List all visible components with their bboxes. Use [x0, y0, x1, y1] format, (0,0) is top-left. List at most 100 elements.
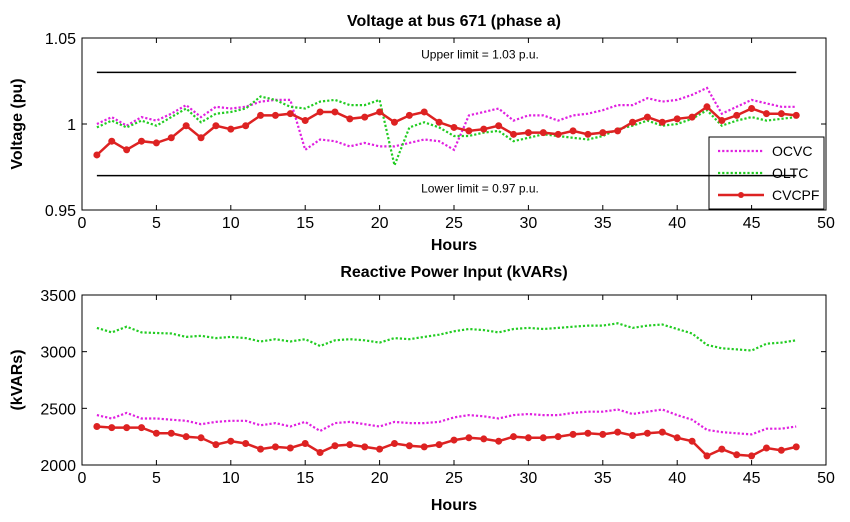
chart-2-axes: 0 5 10 15 20 25 30 35 40 45 50 2000 2500 3000 3500 [40, 288, 835, 487]
chart-1-point-cvcpf [524, 129, 532, 137]
chart-1-upper-limit-label: Upper limit = 1.03 p.u. [421, 47, 539, 61]
legend-label-oltc: OLTC [772, 165, 808, 181]
chart-1-point-cvcpf [777, 110, 785, 118]
chart-1-point-cvcpf [286, 110, 294, 118]
chart-2-point-series-3 [420, 443, 428, 451]
chart-2-point-series-3 [569, 430, 577, 438]
chart-1-point-cvcpf [643, 113, 651, 121]
chart-1-point-cvcpf [390, 118, 398, 126]
chart-2-point-series-3 [346, 441, 354, 449]
x-tick-label: 15 [296, 470, 314, 487]
chart-2-y-axis-label: (kVARs) [9, 349, 26, 410]
chart-2-point-series-3 [465, 434, 473, 442]
chart-2-title: Reactive Power Input (kVARs) [340, 264, 567, 281]
chart-1-point-cvcpf [465, 127, 473, 135]
chart-2-point-series-3 [301, 439, 309, 447]
chart-2-point-series-3 [539, 434, 547, 442]
chart-1-point-cvcpf [138, 137, 146, 145]
chart-1-legend: OCVC OLTC CVCPF [708, 136, 825, 210]
chart-1-point-cvcpf [480, 125, 488, 133]
chart-1-point-cvcpf [510, 130, 518, 138]
chart-2-line-series-2 [96, 408, 797, 436]
chart-2-point-series-3 [658, 428, 666, 436]
x-tick-label: 5 [152, 215, 161, 232]
chart-1-point-cvcpf [688, 113, 696, 121]
chart-1-point-cvcpf [792, 111, 800, 119]
chart-1-point-cvcpf [629, 118, 637, 126]
chart-2-point-series-3 [257, 445, 265, 453]
chart-2-point-series-3 [614, 428, 622, 436]
chart-2-point-series-3 [762, 444, 770, 452]
chart-1-point-cvcpf [271, 111, 279, 119]
chart-1-point-cvcpf [361, 113, 369, 121]
chart-1-point-cvcpf [152, 139, 160, 147]
x-tick-label: 45 [743, 470, 761, 487]
y-tick-label: 2000 [40, 458, 76, 475]
chart-1-point-cvcpf [420, 108, 428, 116]
chart-2-point-series-3 [688, 437, 696, 445]
chart-2-point-series-3 [792, 443, 800, 451]
chart-2-x-axis-label: Hours [431, 497, 477, 514]
chart-2-point-series-3 [331, 442, 339, 450]
chart-2-point-series-3 [584, 429, 592, 437]
chart-2-point-series-3 [554, 433, 562, 441]
chart-1-point-cvcpf [554, 130, 562, 138]
chart-1-point-cvcpf [495, 122, 503, 130]
y-tick-label: 1.05 [45, 31, 76, 48]
x-tick-label: 10 [222, 470, 240, 487]
chart-1-point-cvcpf [718, 117, 726, 125]
chart-2-point-series-3 [777, 446, 785, 454]
chart-2-point-series-3 [108, 424, 116, 432]
chart-2-point-series-3 [167, 429, 175, 437]
chart-1-axes: 0 5 10 15 20 25 30 35 40 45 50 0.95 1 1.05 [45, 31, 835, 232]
chart-1-point-cvcpf [405, 111, 413, 119]
legend-marker-cvcpf [738, 192, 744, 198]
chart-1-point-cvcpf [584, 130, 592, 138]
chart-2-point-series-3 [123, 424, 131, 432]
chart-2-point-series-3 [495, 437, 503, 445]
chart-1-point-cvcpf [257, 111, 265, 119]
chart-1-x-axis-label: Hours [431, 237, 477, 254]
x-tick-label: 15 [296, 215, 314, 232]
x-tick-label: 50 [817, 470, 835, 487]
chart-1-point-cvcpf [658, 118, 666, 126]
chart-2-point-series-3 [286, 444, 294, 452]
chart-1-point-cvcpf [331, 108, 339, 116]
y-tick-label: 0.95 [45, 203, 76, 220]
chart-2-point-series-3 [673, 434, 681, 442]
x-tick-label: 45 [743, 215, 761, 232]
chart-1-point-cvcpf [108, 137, 116, 145]
chart-1-point-cvcpf [748, 105, 756, 113]
chart-2-point-series-3 [524, 434, 532, 442]
chart-2-point-series-3 [376, 445, 384, 453]
x-tick-label: 25 [445, 470, 463, 487]
chart-1-line-oltc [96, 95, 797, 170]
chart-2-point-series-3 [733, 451, 741, 459]
chart-1-point-cvcpf [733, 111, 741, 119]
chart-1-point-cvcpf [599, 129, 607, 137]
chart-1-point-cvcpf [123, 146, 131, 154]
chart-2-point-series-3 [643, 429, 651, 437]
chart-2-point-series-3 [718, 445, 726, 453]
chart-2-point-series-3 [361, 443, 369, 451]
x-tick-label: 10 [222, 215, 240, 232]
chart-1-point-cvcpf [762, 110, 770, 118]
chart-1-lower-limit-label: Lower limit = 0.97 p.u. [421, 182, 539, 196]
chart-2-point-series-3 [480, 435, 488, 443]
chart-1-point-cvcpf [93, 151, 101, 159]
chart-1-point-cvcpf [614, 127, 622, 135]
x-tick-label: 20 [371, 215, 389, 232]
chart-1-point-cvcpf [376, 108, 384, 116]
legend-label-ocvc: OCVC [772, 143, 812, 159]
x-tick-label: 30 [520, 470, 538, 487]
chart-2-point-series-3 [510, 433, 518, 441]
chart-1-point-cvcpf [569, 127, 577, 135]
chart-1-point-cvcpf [316, 108, 324, 116]
x-tick-label: 40 [668, 470, 686, 487]
chart-2-point-series-3 [182, 433, 190, 441]
x-tick-label: 40 [668, 215, 686, 232]
chart-2-point-series-3 [212, 441, 220, 449]
x-tick-label: 35 [594, 215, 612, 232]
chart-2-line-series-1 [96, 322, 797, 352]
